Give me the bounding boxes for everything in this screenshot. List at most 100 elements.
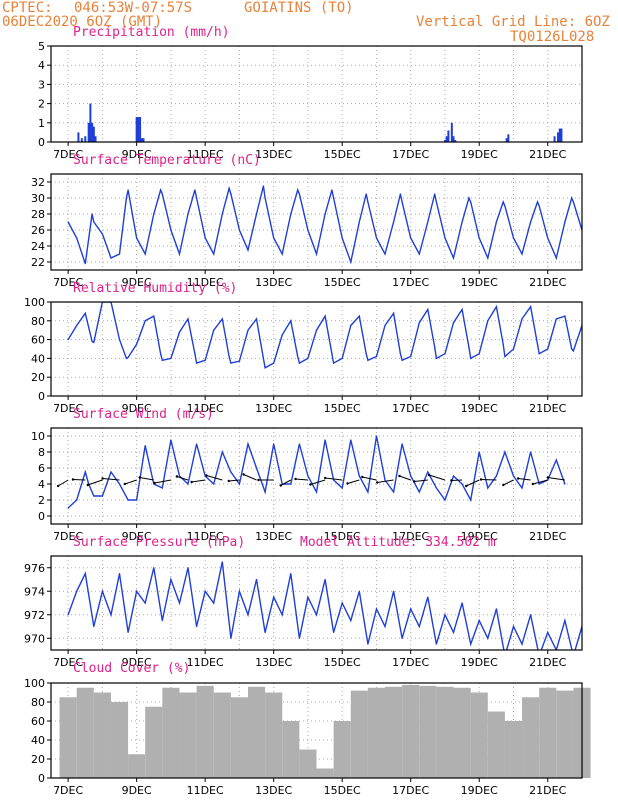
data-point — [204, 359, 206, 361]
x-tick-label: 11DEC — [187, 784, 224, 797]
data-point — [67, 339, 69, 341]
data-point — [375, 355, 378, 358]
data-point — [536, 343, 539, 345]
x-tick-label: 13DEC — [255, 530, 292, 543]
data-point — [136, 590, 138, 592]
bar — [505, 138, 508, 142]
series-line — [67, 302, 582, 369]
data-point — [153, 567, 155, 569]
data-point — [93, 341, 95, 344]
data-point — [427, 221, 429, 223]
y-tick-label: 5 — [38, 40, 45, 53]
bar — [92, 126, 95, 142]
x-tick-label: 9DEC — [122, 530, 152, 543]
x-tick-label: 9DEC — [122, 276, 152, 289]
data-point — [195, 197, 198, 199]
data-point — [247, 249, 249, 251]
data-point — [101, 495, 103, 497]
y-tick-label: 28 — [31, 208, 45, 221]
bar — [367, 687, 386, 778]
data-point — [358, 315, 360, 317]
bar — [454, 140, 457, 142]
bar — [299, 749, 317, 778]
data-point — [399, 353, 402, 355]
bar — [443, 140, 446, 142]
data-point — [118, 573, 121, 575]
data-point — [230, 471, 232, 473]
data-point — [264, 631, 266, 633]
wind-arrow-head — [546, 476, 550, 479]
bar — [385, 686, 403, 778]
data-point — [290, 483, 292, 485]
data-point — [273, 596, 275, 598]
x-tick-label: 13DEC — [255, 402, 292, 415]
wind-arrow — [310, 479, 326, 485]
bar — [507, 134, 510, 142]
data-point — [290, 213, 292, 215]
data-point — [401, 443, 403, 445]
data-point — [187, 483, 189, 485]
data-point — [76, 499, 78, 501]
bar — [350, 690, 368, 778]
y-tick-label: 4 — [38, 59, 45, 72]
bar — [316, 768, 334, 778]
wind-arrow — [139, 477, 154, 481]
data-point — [341, 357, 343, 359]
data-point — [410, 608, 412, 610]
data-point — [187, 213, 189, 215]
data-point — [512, 475, 515, 477]
data-point — [435, 357, 438, 359]
data-point — [195, 443, 198, 445]
data-point — [564, 483, 566, 485]
wind-arrow-head — [175, 475, 179, 478]
data-point — [307, 229, 309, 231]
data-point — [555, 459, 557, 461]
panel-title: Surface Wind (m/s) — [73, 407, 214, 422]
wind-arrow-head — [375, 481, 379, 484]
data-point — [230, 193, 232, 195]
data-point — [187, 318, 189, 320]
x-tick-label: 13DEC — [255, 656, 292, 669]
bar — [265, 692, 283, 778]
bar — [450, 122, 453, 142]
wind-arrow-head — [346, 482, 349, 485]
wind-arrow — [414, 479, 428, 482]
data-point — [290, 573, 292, 575]
y-tick-label: 80 — [31, 696, 45, 709]
data-point — [350, 261, 352, 263]
y-tick-label: 30 — [31, 192, 45, 205]
data-point — [427, 308, 429, 311]
data-point — [161, 193, 163, 195]
data-point — [84, 312, 86, 314]
data-point — [247, 614, 249, 616]
data-point — [307, 357, 309, 359]
wind-arrow-head — [531, 482, 535, 486]
data-point — [502, 343, 504, 345]
bar — [333, 721, 351, 778]
y-tick-label: 60 — [31, 334, 45, 347]
data-point — [255, 578, 258, 581]
data-point — [434, 193, 436, 195]
data-point — [221, 451, 223, 453]
y-tick-label: 20 — [31, 371, 45, 384]
bar — [140, 138, 143, 142]
bar — [453, 687, 471, 778]
series-line — [67, 435, 566, 509]
plot-frame — [50, 427, 583, 525]
data-point — [273, 362, 275, 364]
y-tick-label: 976 — [24, 562, 45, 575]
bar — [87, 122, 90, 142]
series-line — [67, 561, 582, 650]
data-point — [307, 596, 309, 598]
x-tick-label: 7DEC — [53, 530, 83, 543]
data-point — [547, 237, 549, 239]
x-tick-label: 21DEC — [529, 402, 566, 415]
x-tick-label: 15DEC — [324, 276, 361, 289]
data-point — [571, 348, 573, 350]
data-point — [144, 602, 146, 604]
data-point — [495, 608, 497, 610]
x-tick-label: 21DEC — [529, 656, 566, 669]
header-location: GOIATINS (TO) — [244, 0, 354, 16]
data-point — [538, 483, 540, 485]
data-point — [170, 578, 172, 581]
